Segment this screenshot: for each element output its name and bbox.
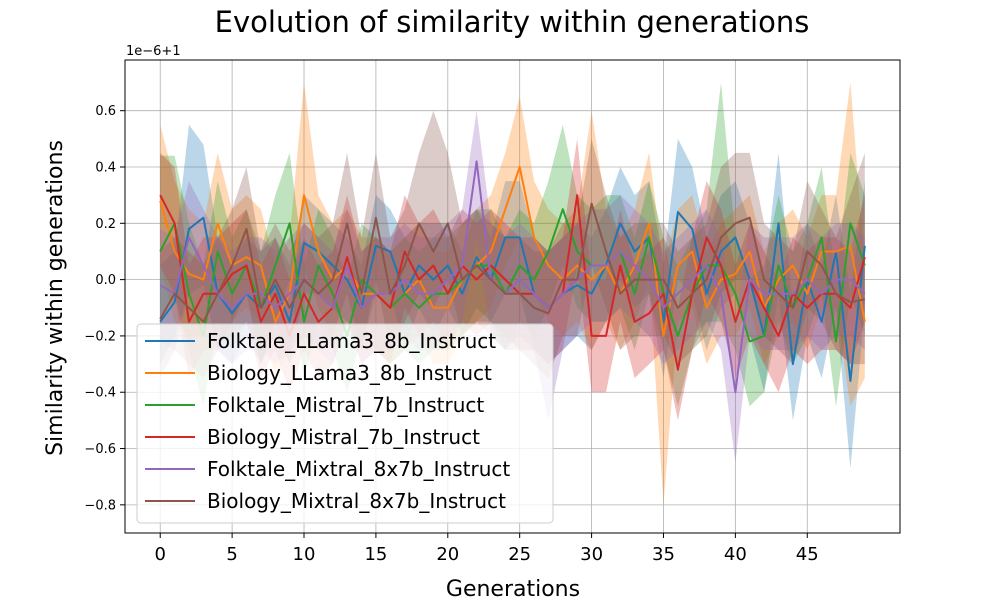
plot-area: 0 5 10 15 20 25 30 35 40 45 −0.8 −0.6 −0.4 −0.2 0.0 0.2… (84, 59, 901, 565)
legend-label-1: Folktale_LLama3_8b_Instruct (207, 329, 496, 353)
y-tick-label: 0.6 (95, 104, 116, 119)
series-line-6 (159, 202, 865, 323)
x-tick-label: 40 (724, 544, 747, 565)
legend-label-2: Biology_LLama3_8b_Instruct (207, 361, 492, 385)
x-tick-label: 10 (293, 544, 316, 565)
y-axis-offset-label: 1e−6+1 (126, 44, 181, 59)
y-axis-label: Similarity within generations (43, 140, 68, 456)
y-tick-label: −0.8 (84, 498, 116, 513)
series-line-5 (159, 160, 866, 394)
y-tick-label: 0.2 (95, 217, 116, 232)
series-line-1 (159, 211, 866, 382)
confidence-band-1 (160, 124, 865, 469)
y-tick-label: −0.2 (84, 329, 116, 344)
x-axis-label: Generations (446, 577, 580, 600)
legend-box (136, 323, 554, 524)
x-tick-label: 35 (652, 544, 675, 565)
y-tick-label: 0.4 (95, 160, 116, 175)
legend: Folktale_LLama3_8b_Instruct Biology_LLama… (136, 323, 554, 524)
series-line-3 (159, 208, 866, 343)
chart-title: Evolution of similarity within generatio… (215, 5, 810, 39)
x-tick-label: 30 (580, 544, 603, 565)
x-tick-label: 25 (508, 544, 531, 565)
confidence-band-2 (160, 82, 865, 505)
y-tick-label: −0.6 (84, 442, 116, 457)
y-tick-label: −0.4 (84, 386, 116, 401)
axes-frame (124, 59, 901, 534)
x-tick-label: 45 (796, 544, 819, 565)
x-tick-label: 15 (364, 544, 387, 565)
legend-label-3: Folktale_Mistral_7b_Instruct (207, 393, 484, 417)
y-tick-label: 0.0 (95, 273, 116, 288)
x-tick-label: 0 (155, 544, 166, 565)
legend-label-6: Biology_Mixtral_8x7b_Instruct (207, 489, 506, 513)
series-line-2 (159, 166, 866, 337)
legend-label-4: Biology_Mistral_7b_Instruct (207, 425, 480, 449)
legend-label-5: Folktale_Mixtral_8x7b_Instruct (207, 457, 510, 481)
x-tick-label: 20 (436, 544, 459, 565)
x-tick-label: 5 (226, 544, 237, 565)
